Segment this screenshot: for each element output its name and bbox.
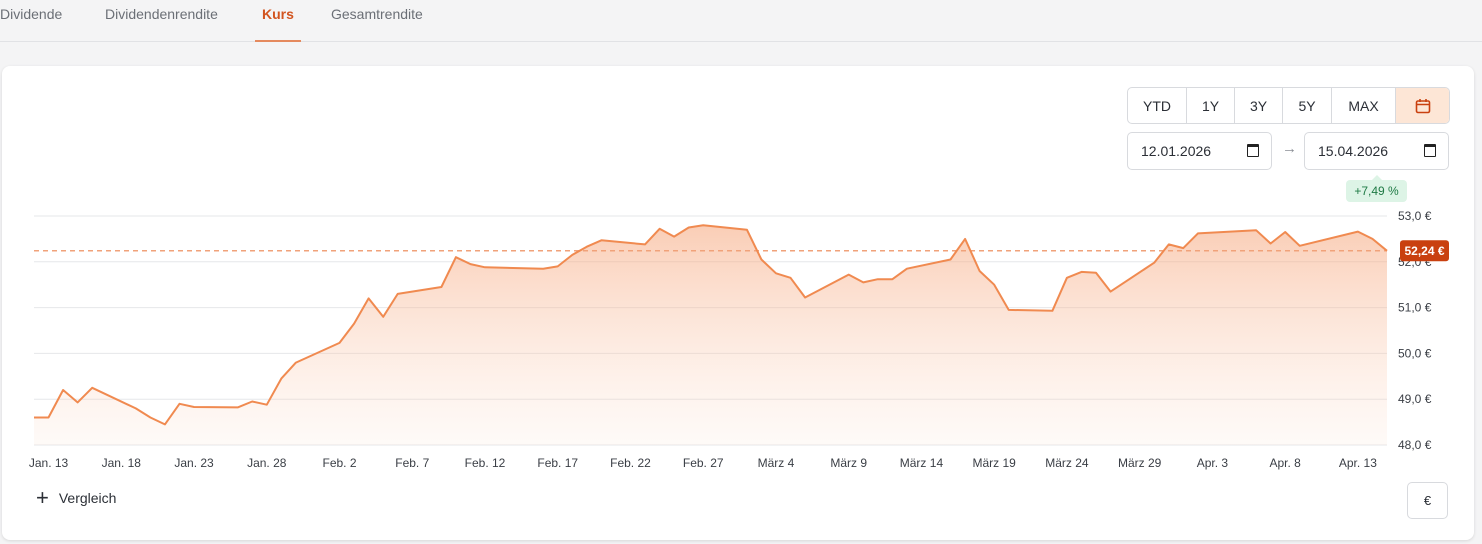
price-line [34, 224, 1388, 426]
y-tick-label: 53,0 € [1398, 209, 1432, 223]
end-date-value: 15.04.2026 [1318, 143, 1389, 159]
tab-dividendenrendite[interactable]: Dividendenrendite [105, 6, 218, 22]
date-picker-icon[interactable] [1247, 144, 1259, 157]
x-tick-label: Apr. 3 [1197, 456, 1229, 470]
range-max-button[interactable]: MAX [1332, 88, 1396, 123]
price-chart: 53,0 €52,0 €51,0 €50,0 €49,0 €48,0 € Jan… [29, 209, 1449, 470]
end-date-input[interactable]: 15.04.2026 [1304, 132, 1449, 170]
y-tick-label: 50,0 € [1398, 346, 1432, 360]
x-tick-label: Feb. 27 [683, 456, 724, 470]
x-tick-label: März 4 [758, 456, 795, 470]
x-tick-label: Jan. 28 [247, 456, 287, 470]
x-tick-label: Jan. 23 [174, 456, 214, 470]
x-tick-label: Jan. 18 [102, 456, 142, 470]
x-tick-label: März 14 [900, 456, 944, 470]
range-selector: YTD 1Y 3Y 5Y MAX [1127, 87, 1450, 124]
y-tick-label: 49,0 € [1398, 392, 1432, 406]
tab-gesamtrendite[interactable]: Gesamtrendite [331, 6, 423, 22]
x-tick-label: Feb. 7 [395, 456, 429, 470]
range-5y-button[interactable]: 5Y [1283, 88, 1332, 123]
arrow-right-icon: → [1282, 140, 1297, 157]
x-tick-label: Feb. 2 [323, 456, 357, 470]
add-comparison-label: Vergleich [58, 490, 117, 506]
x-tick-label: März 9 [830, 456, 867, 470]
add-comparison-button[interactable]: + Vergleich [36, 485, 117, 510]
plus-icon: + [36, 485, 49, 510]
performance-badge: +7,49 % [1346, 175, 1407, 202]
y-tick-label: 48,0 € [1398, 438, 1432, 452]
date-picker-icon[interactable] [1424, 144, 1436, 157]
tab-bar: Dividende Dividendenrendite Kurs Gesamtr… [0, 0, 1482, 42]
x-tick-label: Jan. 13 [29, 456, 69, 470]
currency-button[interactable]: € [1407, 482, 1448, 519]
x-tick-label: März 24 [1045, 456, 1089, 470]
x-tick-label: März 29 [1118, 456, 1162, 470]
price-chart-card: YTD 1Y 3Y 5Y MAX 12.01.2026 → 15.04.2026… [2, 66, 1474, 540]
calendar-icon [1415, 98, 1430, 113]
x-axis: Jan. 13 Jan. 18 Jan. 23 Jan. 28 Feb. 2 Feb. 7… [29, 456, 1377, 470]
x-tick-label: Feb. 12 [465, 456, 506, 470]
x-tick-label: März 19 [973, 456, 1017, 470]
range-3y-button[interactable]: 3Y [1235, 88, 1283, 123]
x-tick-label: Apr. 8 [1269, 456, 1301, 470]
x-tick-label: Apr. 13 [1339, 456, 1377, 470]
current-price-label: 52,24 € [1404, 244, 1444, 258]
start-date-value: 12.01.2026 [1141, 143, 1212, 159]
current-price-tag: 52,24 € [1400, 240, 1449, 262]
x-tick-label: Feb. 22 [610, 456, 651, 470]
price-area [34, 225, 1387, 445]
y-tick-label: 51,0 € [1398, 301, 1432, 315]
start-date-input[interactable]: 12.01.2026 [1127, 132, 1272, 170]
tab-dividende[interactable]: Dividende [0, 6, 63, 22]
tab-kurs[interactable]: Kurs [255, 0, 301, 42]
range-ytd-button[interactable]: YTD [1128, 88, 1187, 123]
custom-range-button[interactable] [1396, 88, 1449, 123]
x-tick-label: Feb. 17 [537, 456, 578, 470]
current-price-tag-background [1400, 240, 1449, 262]
range-1y-button[interactable]: 1Y [1187, 88, 1235, 123]
